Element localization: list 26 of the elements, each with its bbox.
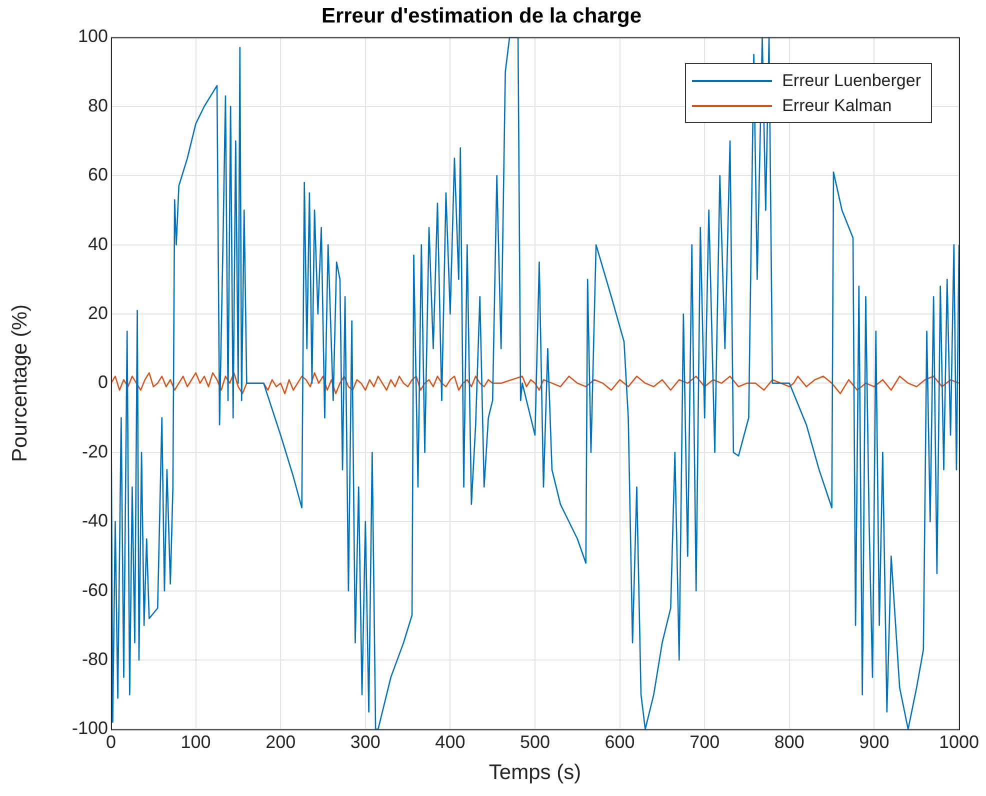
x-tick-label: 200: [266, 732, 296, 752]
x-tick-label: 900: [859, 732, 890, 752]
x-tick-label: 400: [435, 732, 466, 752]
y-tick-label: -20: [82, 441, 108, 462]
y-tick-label: 0: [98, 372, 108, 392]
x-tick-label: 700: [690, 732, 720, 752]
y-tick-label: -60: [82, 580, 108, 600]
legend-label: Erreur Luenberger: [782, 70, 921, 91]
y-tick-label: -40: [82, 510, 108, 531]
y-tick-label: -80: [82, 648, 108, 669]
chart-title: Erreur d'estimation de la charge: [321, 4, 642, 28]
y-tick-label: -100: [72, 718, 108, 738]
x-tick-label: 1000: [938, 732, 980, 752]
x-tick-label: 300: [350, 732, 380, 752]
y-tick-label: 80: [88, 95, 108, 116]
y-tick-label: 40: [88, 234, 108, 254]
x-axis-title: Temps (s): [488, 761, 582, 784]
x-tick-label: 600: [604, 732, 635, 752]
y-tick-label: 20: [88, 302, 108, 323]
x-tick-label: 100: [180, 732, 211, 752]
y-axis-title: Pourcentage (%): [8, 304, 32, 462]
x-tick-label: 800: [774, 732, 804, 752]
y-tick-label: 100: [78, 26, 108, 46]
legend-label: Erreur Kalman: [782, 96, 892, 116]
x-tick-label: 500: [520, 732, 550, 752]
y-tick-label: 60: [88, 164, 108, 185]
